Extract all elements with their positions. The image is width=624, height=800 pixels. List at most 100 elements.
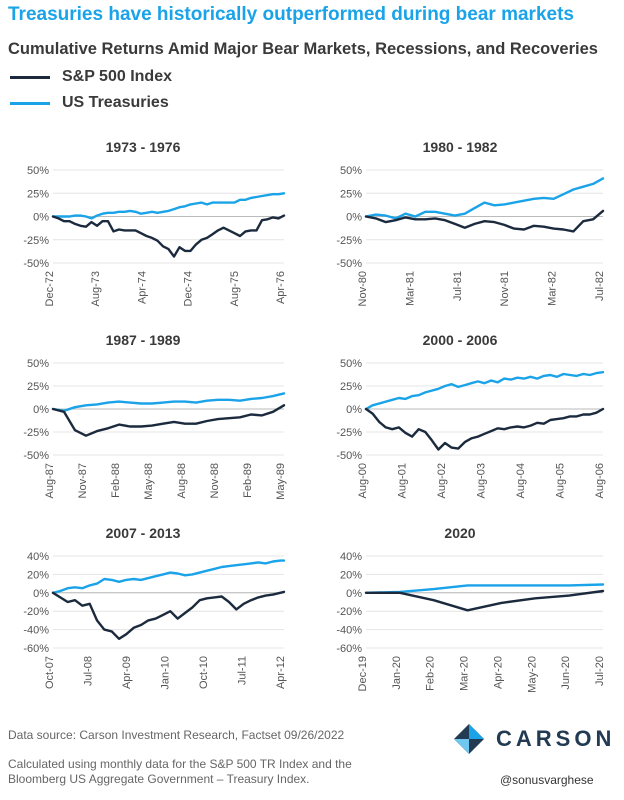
y-tick-label: 25% [340, 188, 362, 200]
y-tick-label: 0% [33, 588, 49, 600]
y-tick-label: 20% [340, 569, 362, 581]
chart-panel-6: 2020 -60% -40% -20% 0% 20% 40% Dec-19 Jan-20 Feb-… [336, 525, 606, 693]
y-tick-label: -50% [23, 450, 49, 462]
legend-item-treasuries: US Treasuries [10, 94, 169, 112]
x-tick-label: Apr-76 [275, 271, 287, 304]
x-tick-label: Jul-20 [594, 656, 606, 686]
x-tick-label: Aug-88 [176, 463, 188, 498]
x-tick-label: Dec-74 [183, 271, 195, 306]
legend-swatch-sp500 [10, 75, 50, 79]
series-line-treasuries [51, 559, 286, 594]
x-tick-label: Feb-20 [425, 656, 437, 691]
x-tick-label: Mar-82 [547, 271, 559, 306]
chart-title: 1980 - 1982 [423, 139, 498, 155]
chart-panel-2: 1980 - 1982 -50% -25% 0% 25% 50% Nov-80 Mar-81 J… [336, 139, 606, 306]
x-tick-label: Jan-10 [160, 656, 172, 690]
y-tick-label: -25% [336, 427, 362, 439]
y-tick-label: 0% [33, 404, 49, 416]
y-tick-label: -60% [336, 643, 362, 655]
x-tick-label: Dec-19 [357, 656, 369, 691]
chart-grid: 1973 - 1976 -50% -25% 0% 25% 50% Dec-72 Aug-73 A… [23, 139, 606, 693]
y-tick-label: 0% [346, 212, 362, 224]
y-tick-label: 20% [27, 569, 49, 581]
x-tick-label: Apr-09 [121, 656, 133, 689]
y-tick-label: 50% [27, 358, 49, 370]
series-line-treasuries [364, 371, 605, 411]
x-tick-label: Nov-80 [357, 271, 369, 306]
x-tick-label: Nov-88 [209, 463, 221, 498]
legend-item-sp500: S&P 500 Index [10, 68, 172, 86]
y-tick-label: -25% [23, 427, 49, 439]
legend-label-treasuries: US Treasuries [62, 94, 169, 111]
series-line-sp500 [364, 407, 605, 451]
series-line-sp500 [51, 214, 286, 258]
x-tick-label: Jul-81 [452, 271, 464, 301]
series-line-treasuries [51, 192, 286, 220]
data-source-note: Data source: Carson Investment Research,… [8, 728, 345, 742]
y-tick-label: -25% [23, 235, 49, 247]
chart-subtitle: Cumulative Returns Amid Major Bear Marke… [8, 40, 598, 58]
y-tick-label: 25% [27, 188, 49, 200]
carson-logo-icon [454, 724, 484, 754]
y-tick-label: -50% [23, 258, 49, 270]
x-tick-label: Apr-20 [492, 656, 504, 689]
author-handle: @sonusvarghese [500, 773, 594, 787]
y-tick-label: 0% [346, 404, 362, 416]
y-tick-label: 40% [340, 551, 362, 563]
x-tick-label: Aug-01 [397, 463, 409, 498]
y-tick-label: 0% [33, 212, 49, 224]
series-line-treasuries [51, 392, 286, 412]
x-tick-label: Aug-05 [555, 463, 567, 498]
x-tick-label: Mar-20 [459, 656, 471, 691]
x-tick-label: Jun-20 [560, 656, 572, 690]
x-tick-label: Jul-11 [237, 656, 249, 685]
y-tick-label: -40% [23, 625, 49, 637]
headline: Treasuries have historically outperforme… [8, 4, 574, 25]
series-line-sp500 [364, 589, 605, 612]
x-tick-label: May-20 [526, 656, 538, 693]
x-tick-label: Nov-87 [77, 463, 89, 498]
x-tick-label: Apr-74 [136, 271, 148, 304]
x-tick-label: May-88 [143, 463, 155, 500]
x-tick-label: Apr-12 [275, 656, 287, 689]
methodology-note: Calculated using monthly data for the S&… [8, 757, 352, 786]
x-tick-label: Aug-06 [594, 463, 606, 498]
y-tick-label: -60% [23, 643, 49, 655]
x-tick-label: Aug-75 [229, 271, 241, 306]
x-tick-label: Aug-02 [436, 463, 448, 498]
chart-panel-4: 2000 - 2006 -50% -25% 0% 25% 50% Aug-00 Aug-01 A… [336, 332, 606, 498]
y-tick-label: 0% [346, 588, 362, 600]
series-line-sp500 [51, 590, 286, 640]
series-line-treasuries [364, 177, 605, 220]
y-tick-label: -50% [336, 450, 362, 462]
y-tick-label: 50% [27, 165, 49, 177]
carson-logo: CARSON [452, 722, 615, 756]
x-tick-label: Oct-07 [44, 656, 56, 689]
series-line-sp500 [364, 209, 605, 233]
y-tick-label: -20% [23, 606, 49, 618]
series-line-sp500 [51, 404, 286, 437]
carson-logo-text: CARSON [496, 726, 616, 751]
chart-title: 1973 - 1976 [106, 139, 181, 155]
y-tick-label: -40% [336, 625, 362, 637]
y-tick-label: 25% [27, 381, 49, 393]
y-tick-label: 25% [340, 381, 362, 393]
y-tick-label: 40% [27, 551, 49, 563]
y-tick-label: -20% [336, 606, 362, 618]
series-line-treasuries [364, 583, 605, 594]
chart-title: 1987 - 1989 [106, 332, 181, 348]
x-tick-label: Aug-03 [476, 463, 488, 498]
x-tick-label: Aug-04 [515, 463, 527, 498]
y-tick-label: -25% [336, 235, 362, 247]
x-tick-label: Aug-00 [357, 463, 369, 498]
y-tick-label: -50% [336, 258, 362, 270]
x-tick-label: Jul-08 [83, 656, 95, 686]
x-tick-label: May-89 [275, 463, 287, 500]
x-tick-label: Oct-10 [198, 656, 210, 689]
x-tick-label: Dec-72 [44, 271, 56, 306]
chart-panel-1: 1973 - 1976 -50% -25% 0% 25% 50% Dec-72 Aug-73 A… [23, 139, 287, 306]
x-tick-label: Mar-81 [404, 271, 416, 306]
y-tick-label: 50% [340, 358, 362, 370]
x-tick-label: Jan-20 [391, 656, 403, 690]
chart-title: 2000 - 2006 [423, 332, 498, 348]
